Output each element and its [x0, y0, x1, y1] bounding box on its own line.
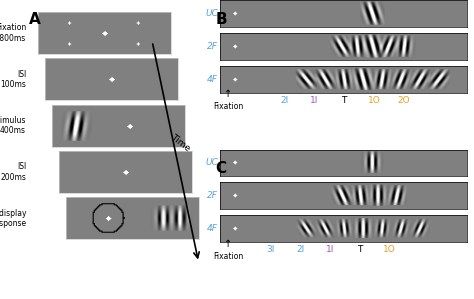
Text: 2F: 2F: [207, 191, 218, 200]
Text: 4F: 4F: [207, 75, 218, 84]
Text: B: B: [216, 12, 228, 27]
Text: 2I: 2I: [280, 96, 289, 105]
Text: 1O: 1O: [368, 96, 380, 105]
Text: 4F: 4F: [207, 224, 218, 233]
Text: Fixation: Fixation: [213, 102, 243, 111]
Text: ↑: ↑: [224, 89, 232, 99]
Text: 2O: 2O: [398, 96, 410, 105]
Text: A: A: [28, 12, 40, 27]
Text: Time: Time: [169, 132, 192, 153]
Text: ISI
200ms: ISI 200ms: [0, 162, 26, 181]
Text: UC: UC: [205, 158, 218, 167]
Text: Stimulus
400ms: Stimulus 400ms: [0, 116, 26, 135]
Text: Response display
Until response: Response display Until response: [0, 209, 26, 228]
Text: 2I: 2I: [296, 245, 304, 254]
Text: T: T: [341, 96, 347, 105]
Text: T: T: [357, 245, 363, 254]
Text: C: C: [216, 161, 227, 176]
Text: 2F: 2F: [207, 42, 218, 51]
Text: 3I: 3I: [266, 245, 274, 254]
Text: ISI
100ms: ISI 100ms: [0, 70, 26, 89]
Text: 1O: 1O: [383, 245, 396, 254]
Text: Fixation
500-800ms: Fixation 500-800ms: [0, 23, 26, 42]
Text: UC: UC: [205, 9, 218, 18]
Text: ↑: ↑: [224, 239, 232, 249]
Text: 1I: 1I: [326, 245, 334, 254]
Text: Fixation: Fixation: [213, 252, 243, 261]
Text: 1I: 1I: [310, 96, 319, 105]
